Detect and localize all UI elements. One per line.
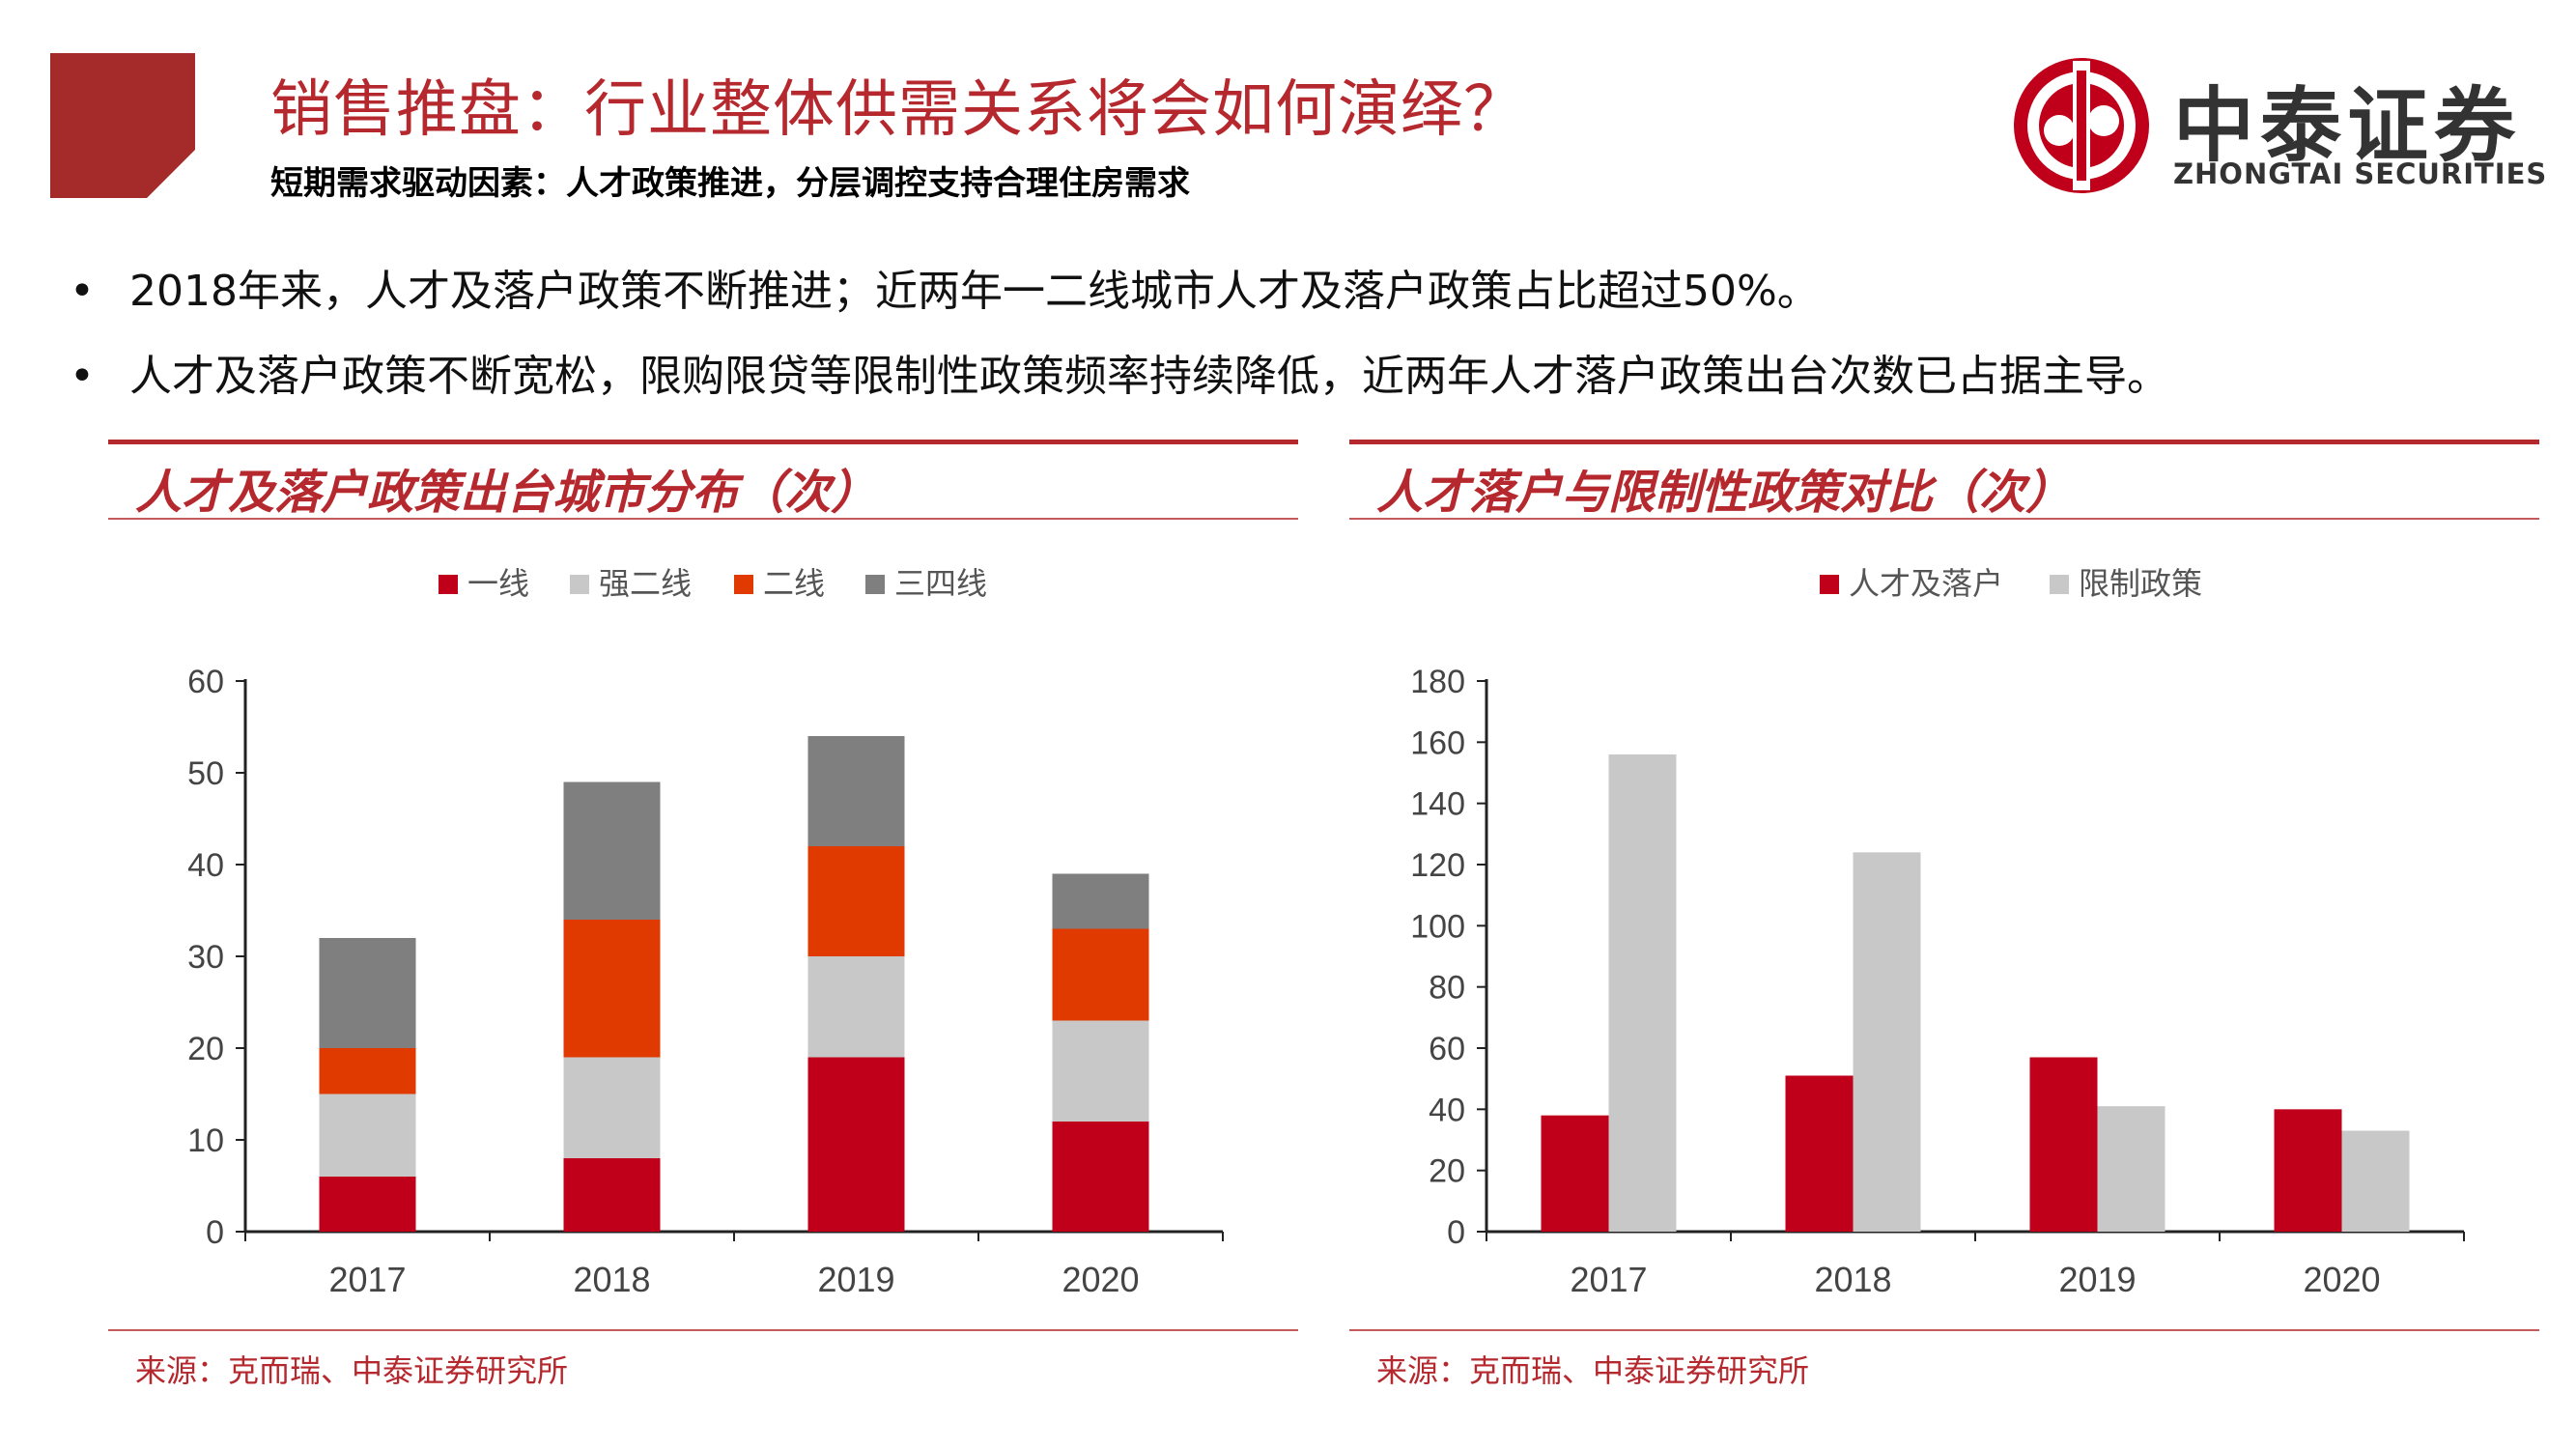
x-tick-label: 2017 <box>1570 1260 1647 1299</box>
x-tick-label: 2017 <box>328 1260 406 1299</box>
bar-segment <box>320 1094 416 1178</box>
chart-title: 人才落户与限制性政策对比（次） <box>1376 454 2072 522</box>
bar <box>2098 1106 2166 1232</box>
legend-swatch <box>865 575 885 594</box>
bullet-item: • 2018年来，人才及落户政策不断推进；近两年一二线城市人才及落户政策占比超过… <box>60 263 2169 348</box>
y-tick-label: 80 <box>1429 970 1465 1007</box>
y-tick-label: 0 <box>1447 1214 1465 1251</box>
legend-swatch <box>734 575 753 594</box>
zhongtai-logo-icon <box>2009 53 2154 198</box>
bar-segment <box>320 1048 416 1094</box>
bullet-dot-icon: • <box>70 263 95 321</box>
chart-panel-city-distribution: 人才及落户政策出台城市分布（次） 一线 强二线 二线 三四线 0 10 20 30 40 50 60… <box>108 435 1298 1401</box>
panel-bottom-rule <box>108 1329 1298 1331</box>
y-tick-label: 50 <box>187 755 224 792</box>
legend-label: 强二线 <box>599 565 692 602</box>
legend-swatch <box>1820 575 1839 594</box>
bar-segment <box>1053 874 1149 929</box>
bullet-list: • 2018年来，人才及落户政策不断推进；近两年一二线城市人才及落户政策占比超过… <box>60 263 2169 433</box>
legend-label: 限制政策 <box>2079 565 2202 602</box>
x-tick-label: 2019 <box>2058 1260 2136 1299</box>
page-subtitle: 短期需求驱动因素：人才政策推进，分层调控支持合理住房需求 <box>270 156 1190 204</box>
y-tick-label: 100 <box>1410 908 1465 945</box>
panel-title-rule <box>108 518 1298 520</box>
bullet-dot-icon: • <box>70 348 95 406</box>
panel-top-rule <box>1349 440 2539 444</box>
chart-city-distribution: 一线 强二线 二线 三四线 0 10 20 30 40 50 60 2017 2018 2019 2020 <box>108 541 1298 1314</box>
legend-label: 人才及落户 <box>1849 565 2003 602</box>
bar <box>1609 754 1677 1232</box>
y-tick-label: 10 <box>187 1122 224 1159</box>
x-tick-label: 2018 <box>1814 1260 1891 1299</box>
bar-segment <box>808 846 905 956</box>
header-corner-block <box>50 53 195 198</box>
company-logo: 中泰证券 ZHONGTAI SECURITIES <box>2009 53 2550 198</box>
bar <box>2342 1131 2410 1233</box>
bar-segment <box>1053 1021 1149 1122</box>
y-tick-label: 180 <box>1410 664 1465 700</box>
panel-top-rule <box>108 440 1298 444</box>
y-tick-label: 120 <box>1410 847 1465 884</box>
chart-panel-policy-comparison: 人才落户与限制性政策对比（次） 人才及落户 限制政策 0 20 40 60 80 100 120… <box>1349 435 2539 1401</box>
y-tick-label: 60 <box>187 664 224 700</box>
logo-name-en: ZHONGTAI SECURITIES <box>2173 157 2547 190</box>
page-title: 销售推盘：行业整体供需关系将会如何演绎？ <box>270 60 1526 149</box>
y-tick-label: 40 <box>1429 1092 1465 1128</box>
y-tick-label: 40 <box>187 847 224 884</box>
bar <box>1786 1076 1854 1233</box>
y-tick-label: 140 <box>1410 786 1465 823</box>
bar-segment <box>320 1177 416 1232</box>
bar-segment <box>564 920 661 1058</box>
y-tick-label: 20 <box>1429 1153 1465 1190</box>
chart-source: 来源：克而瑞、中泰证券研究所 <box>135 1347 568 1391</box>
y-tick-label: 30 <box>187 939 224 976</box>
chart-title: 人才及落户政策出台城市分布（次） <box>135 454 877 522</box>
bar-segment <box>808 956 905 1058</box>
x-tick-label: 2019 <box>817 1260 894 1299</box>
x-tick-label: 2018 <box>573 1260 650 1299</box>
bar-segment <box>808 1058 905 1233</box>
bullet-item: • 人才及落户政策不断宽松，限购限贷等限制性政策频率持续降低，近两年人才落户政策… <box>60 348 2169 433</box>
bullet-text: 人才及落户政策不断宽松，限购限贷等限制性政策频率持续降低，近两年人才落户政策出台… <box>129 352 2169 401</box>
legend-swatch <box>2050 575 2069 594</box>
bar <box>2030 1058 2098 1233</box>
legend-label: 二线 <box>763 565 825 602</box>
legend-label: 三四线 <box>894 565 987 602</box>
bar-segment <box>1053 1122 1149 1232</box>
bar-segment <box>564 1058 661 1159</box>
chart-source: 来源：克而瑞、中泰证券研究所 <box>1376 1347 1809 1391</box>
bar-segment <box>564 782 661 921</box>
bar-segment <box>320 938 416 1048</box>
bar-segment <box>808 736 905 846</box>
bar <box>1542 1116 1609 1232</box>
bar-segment <box>564 1158 661 1232</box>
y-tick-label: 20 <box>187 1031 224 1067</box>
x-tick-label: 2020 <box>2303 1260 2380 1299</box>
y-tick-label: 60 <box>1429 1031 1465 1067</box>
bullet-text: 2018年来，人才及落户政策不断推进；近两年一二线城市人才及落户政策占比超过50… <box>129 267 1820 316</box>
bar-segment <box>1053 929 1149 1021</box>
legend-swatch <box>439 575 458 594</box>
legend-swatch <box>570 575 589 594</box>
bar <box>1854 852 1921 1232</box>
legend-label: 一线 <box>467 565 529 602</box>
y-tick-label: 0 <box>206 1214 224 1251</box>
panel-title-rule <box>1349 518 2539 520</box>
chart-policy-comparison: 人才及落户 限制政策 0 20 40 60 80 100 120 140 160 180 2017 201… <box>1349 541 2539 1314</box>
x-tick-label: 2020 <box>1062 1260 1139 1299</box>
panel-bottom-rule <box>1349 1329 2539 1331</box>
bar <box>2275 1109 2342 1232</box>
y-tick-label: 160 <box>1410 724 1465 761</box>
